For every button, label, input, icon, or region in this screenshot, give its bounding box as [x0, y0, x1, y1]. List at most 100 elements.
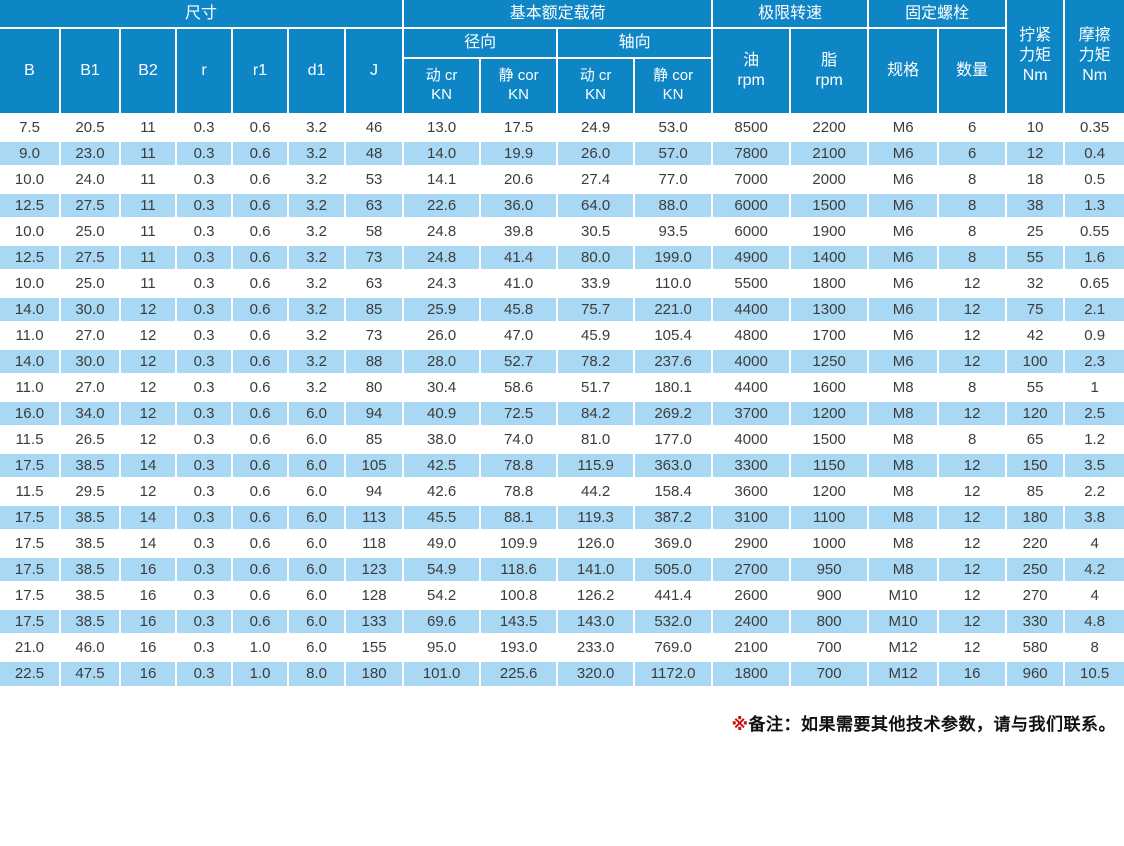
cell: 14.0 [0, 346, 61, 376]
cell: 3.2 [287, 268, 346, 298]
cell: 41.4 [479, 242, 559, 272]
cell: 12 [937, 450, 1008, 480]
cell: 78.8 [479, 476, 559, 506]
cell: 115.9 [556, 450, 636, 480]
cell: 0.6 [231, 216, 289, 246]
cell: 118.6 [479, 554, 559, 584]
cell: 22.6 [402, 190, 482, 220]
cell: 177.0 [633, 424, 714, 454]
cell: 800 [789, 606, 870, 636]
cell: 2600 [711, 580, 792, 610]
cell: 2.3 [1063, 346, 1124, 376]
note-text: 备注：如果需要其他技术参数，请与我们联系。 [748, 715, 1116, 734]
cell: 220 [1005, 528, 1066, 558]
col-header-static-cor-radial: 静 cor KN [479, 57, 559, 115]
cell: 24.8 [402, 216, 482, 246]
table-row: 11.0 27.0 12 0.3 0.6 3.2 80 30.4 58.6 51.7 180.1 44… [0, 372, 1124, 402]
cell: 27.0 [59, 320, 121, 350]
cell: 126.0 [556, 528, 636, 558]
cell: 1300 [789, 294, 870, 324]
cell: 12 [119, 346, 177, 376]
cell: 93.5 [633, 216, 714, 246]
cell: 0.6 [231, 190, 289, 220]
cell: 85 [343, 424, 405, 454]
cell: 2.2 [1063, 476, 1124, 506]
cell: 80.0 [556, 242, 636, 272]
cell: 3.2 [287, 216, 346, 246]
table-row: 17.5 38.5 14 0.3 0.6 6.0 105 42.5 78.8 115.9 363.0… [0, 450, 1124, 480]
cell: 8 [937, 242, 1008, 272]
cell: 8500 [711, 112, 792, 142]
cell: 3.2 [287, 164, 346, 194]
cell: M6 [867, 346, 940, 376]
cell: 3.2 [287, 372, 346, 402]
cell: 6.0 [287, 424, 346, 454]
cell: 19.9 [479, 138, 559, 168]
cell: 1800 [711, 658, 792, 686]
cell: 12 [119, 424, 177, 454]
cell: 14.1 [402, 164, 482, 194]
cell: 64.0 [556, 190, 636, 220]
cell: 118 [343, 528, 405, 558]
cell: 4400 [711, 372, 792, 402]
cell: 63 [343, 190, 405, 220]
cell: 5500 [711, 268, 792, 298]
cell: 0.4 [1063, 138, 1124, 168]
cell: 85 [1005, 476, 1066, 506]
cell: 1500 [789, 190, 870, 220]
cell: 41.0 [479, 268, 559, 298]
cell: 12 [937, 502, 1008, 532]
cell: 11 [119, 112, 177, 142]
cell: 1400 [789, 242, 870, 272]
cell: 11.0 [0, 372, 61, 402]
col-header-dynamic-cr-radial: 动 cr KN [403, 57, 482, 115]
cell: 10.0 [0, 164, 61, 194]
table-row: 12.5 27.5 11 0.3 0.6 3.2 73 24.8 41.4 80.0 199.0 49… [0, 242, 1124, 272]
cell: 38.0 [402, 424, 482, 454]
header-fixing-bolt: 固定螺栓 [867, 0, 1008, 29]
cell: 0.6 [231, 502, 289, 532]
cell: 1600 [789, 372, 870, 402]
cell: 42.6 [402, 476, 482, 506]
cell: 17.5 [0, 450, 61, 480]
col-header-oil-rpm: 油 rpm [711, 27, 792, 115]
cell: 48 [343, 138, 405, 168]
table-row: 14.0 30.0 12 0.3 0.6 3.2 88 28.0 52.7 78.2 237.6 40… [0, 346, 1124, 376]
cell: 1.3 [1063, 190, 1124, 220]
cell: 0.3 [175, 372, 233, 402]
note-marker: ※ [731, 715, 749, 734]
cell: 12 [119, 398, 177, 428]
cell: 0.3 [175, 606, 233, 636]
col-header-static-cor-axial: 静 cor KN [633, 57, 713, 115]
cell: 4000 [711, 346, 792, 376]
cell: 2900 [711, 528, 792, 558]
table-row: 11.5 29.5 12 0.3 0.6 6.0 94 42.6 78.8 44.2 158.4 36… [0, 476, 1124, 506]
cell: 0.3 [175, 268, 233, 298]
cell: 0.3 [175, 632, 233, 662]
cell: 16 [119, 580, 177, 610]
table-row: 7.5 20.5 11 0.3 0.6 3.2 46 13.0 17.5 24.9 53.0 8500… [0, 112, 1124, 142]
cell: 80 [343, 372, 405, 402]
cell: 225.6 [479, 658, 559, 686]
cell: 2.1 [1063, 294, 1124, 324]
cell: 10.0 [0, 216, 61, 246]
cell: 10.0 [0, 268, 61, 298]
cell: 1 [1063, 372, 1124, 402]
cell: 94 [343, 398, 405, 428]
table-row: 12.5 27.5 11 0.3 0.6 3.2 63 22.6 36.0 64.0 88.0 600… [0, 190, 1124, 220]
table-row: 17.5 38.5 16 0.3 0.6 6.0 133 69.6 143.5 143.0 532.… [0, 606, 1124, 636]
cell: 12 [119, 476, 177, 506]
cell: 51.7 [556, 372, 636, 402]
cell: 960 [1005, 658, 1066, 686]
cell: 45.9 [556, 320, 636, 350]
table-row: 11.5 26.5 12 0.3 0.6 6.0 85 38.0 74.0 81.0 177.0 40… [0, 424, 1124, 454]
cell: 250 [1005, 554, 1066, 584]
cell: 38.5 [59, 528, 121, 558]
header-axial: 轴向 [556, 27, 714, 59]
cell: 88 [343, 346, 405, 376]
cell: 6.0 [287, 554, 346, 584]
cell: 12 [937, 606, 1008, 636]
cell: 1172.0 [633, 658, 714, 686]
table-body: 7.5 20.5 11 0.3 0.6 3.2 46 13.0 17.5 24.9 53.0 8500… [0, 112, 1124, 686]
cell: 12 [119, 294, 177, 324]
